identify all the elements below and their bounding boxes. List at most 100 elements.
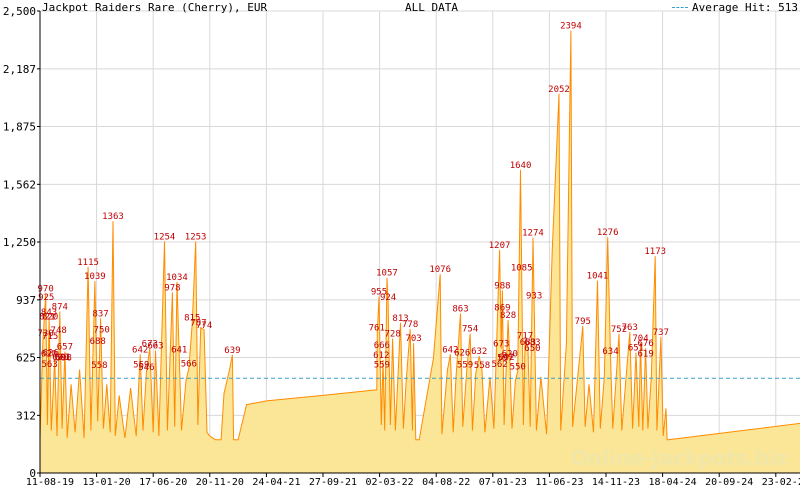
peak-label: 634 <box>602 347 618 357</box>
peak-label: 642 <box>132 345 148 355</box>
x-tick-label: 20-09-24 <box>705 477 753 488</box>
peak-label: 1076 <box>429 265 451 275</box>
legend: Average Hit: 513 <box>672 1 798 14</box>
peak-label: 673 <box>493 340 509 350</box>
y-tick-label: 1,875 <box>3 121 36 134</box>
y-tick-label: 2,500 <box>3 5 36 18</box>
x-tick-label: 14-11-23 <box>592 477 640 488</box>
peak-label: 704 <box>632 334 648 344</box>
peak-label: 559 <box>457 361 473 371</box>
peak-label: 597 <box>497 354 513 364</box>
peak-label: 626 <box>43 348 59 358</box>
peak-label: 666 <box>374 341 390 351</box>
peak-label: 563 <box>41 360 57 370</box>
peak-label: 598 <box>56 353 72 363</box>
peak-label: 863 <box>452 305 468 315</box>
peak-label: 828 <box>500 311 516 321</box>
peak-label: 730 <box>38 329 54 339</box>
peak-label: 558 <box>474 361 490 371</box>
peak-label: 2394 <box>560 22 582 32</box>
peak-label: 970 <box>38 285 54 295</box>
peak-label: 763 <box>622 323 638 333</box>
peak-label: 1253 <box>185 232 207 242</box>
peak-label: 650 <box>524 344 540 354</box>
peak-label: 820 <box>42 312 58 322</box>
peak-label: 1276 <box>597 228 619 238</box>
peak-label: 641 <box>171 346 187 356</box>
y-tick-label: 312 <box>16 409 36 422</box>
y-axis-ticks: 0 312 625 937 1,250 1,562 1,875 2,187 2,500 <box>3 5 40 480</box>
peak-label: 774 <box>196 321 212 331</box>
peak-label: 639 <box>224 346 240 356</box>
peak-label: 1115 <box>77 258 99 268</box>
peak-label: 778 <box>402 320 418 330</box>
peak-label: 657 <box>57 343 73 353</box>
peak-label: 558 <box>91 361 107 371</box>
peak-label: 874 <box>52 302 68 312</box>
grid <box>39 10 800 474</box>
x-tick-label: 11-06-23 <box>535 477 583 488</box>
x-tick-label: 17-06-20 <box>139 477 187 488</box>
peak-label: 2052 <box>548 85 570 95</box>
x-tick-label: 07-01-23 <box>479 477 527 488</box>
peak-label: 601 <box>55 353 71 363</box>
peak-label: 843 <box>41 308 57 318</box>
peak-label: 651 <box>628 344 644 354</box>
peak-label: 559 <box>374 361 390 371</box>
y-tick-label: 937 <box>16 294 36 307</box>
peak-label: 761 <box>369 323 385 333</box>
average-line-swatch <box>672 7 689 8</box>
peak-label: 988 <box>494 281 510 291</box>
peak-label: 1274 <box>522 229 544 239</box>
peak-label: 933 <box>526 292 542 302</box>
peak-label: 602 <box>498 353 514 363</box>
peak-label: 752 <box>611 325 627 335</box>
y-tick-label: 1,250 <box>3 236 36 249</box>
peak-label: 1057 <box>376 269 398 279</box>
x-tick-label: 13-01-20 <box>83 477 131 488</box>
x-axis-ticks: 11-08-19 13-01-20 17-06-20 20-11-20 24-04-21… <box>26 473 800 488</box>
peak-label: 626 <box>454 348 470 358</box>
peak-label: 559 <box>133 361 149 371</box>
peak-label: 688 <box>90 337 106 347</box>
x-tick-label: 02-03-22 <box>366 477 414 488</box>
peak-label: 566 <box>181 359 197 369</box>
x-tick-label: 04-08-22 <box>422 477 470 488</box>
peak-label: 1640 <box>510 161 532 171</box>
peak-label: 620 <box>502 349 518 359</box>
peak-label: 924 <box>380 293 396 303</box>
peak-label: 619 <box>637 350 653 360</box>
peak-label: 612 <box>373 351 389 361</box>
y-tick-label: 1,562 <box>3 178 36 191</box>
peak-labels: 9709258218438207307156206265638747486576… <box>38 22 670 374</box>
peak-label: 754 <box>462 325 478 335</box>
peak-label: 728 <box>384 329 400 339</box>
peak-label: 600 <box>52 353 68 363</box>
peak-label: 1034 <box>166 273 188 283</box>
peak-label: 562 <box>491 360 507 370</box>
peak-label: 550 <box>510 362 526 372</box>
peak-label: 676 <box>637 339 653 349</box>
peak-label: 683 <box>524 338 540 348</box>
peak-label: 642 <box>442 345 458 355</box>
chart-title: Jackpot Raiders Rare (Cherry), EUR <box>42 1 268 14</box>
x-tick-label: 11-08-19 <box>26 477 74 488</box>
x-tick-label: 23-02-25 <box>762 477 800 488</box>
peak-label: 813 <box>392 314 408 324</box>
peak-label: 1207 <box>489 241 511 251</box>
peak-label: 787 <box>190 319 206 329</box>
chart-subtitle: ALL DATA <box>405 1 458 14</box>
peak-label: 673 <box>142 340 158 350</box>
peak-label: 715 <box>42 332 58 342</box>
peak-label: 750 <box>94 325 110 335</box>
y-tick-label: 0 <box>29 467 36 480</box>
peak-label: 632 <box>471 347 487 357</box>
peak-label: 955 <box>371 288 387 298</box>
x-tick-label: 20-11-20 <box>196 477 244 488</box>
x-tick-label: 18-04-24 <box>649 477 697 488</box>
peak-label: 821 <box>39 312 55 322</box>
peak-label: 925 <box>38 293 54 303</box>
peak-label: 620 <box>41 349 57 359</box>
x-tick-label: 27-09-21 <box>309 477 357 488</box>
